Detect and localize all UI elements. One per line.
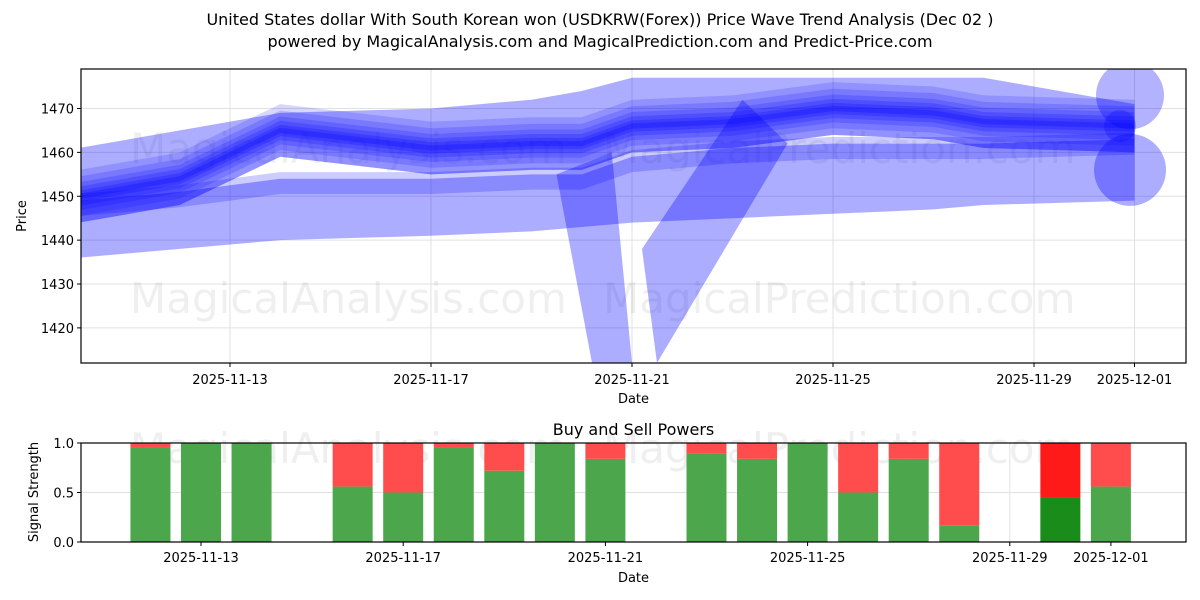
signal-bar-2025-11-17 [383,443,424,542]
signal-bar-2025-12-01 [1090,443,1131,542]
x-tick-label: 2025-11-29 [972,551,1048,566]
signal-bar-2025-11-30 [1040,443,1081,542]
signal-bar-2025-11-26 [838,443,879,542]
x-tick-label: 2025-11-13 [163,551,239,566]
svg-text:MagicalPrediction.com: MagicalPrediction.com [603,274,1076,323]
x-tick-label: 2025-11-13 [192,373,268,388]
buy-bar [737,458,778,542]
x-tick-label: 2025-11-17 [393,373,469,388]
wave-band-mid [81,132,1135,216]
buy-bar [231,443,272,542]
buy-bar [1040,497,1081,542]
wave-band-inner-1 [81,88,1135,216]
chart-subtitle: powered by MagicalAnalysis.com and Magic… [267,32,933,51]
sell-bar [383,443,424,493]
wave-band-inner-0 [81,82,1135,223]
buy-bar [383,492,424,542]
x-tick-label: 2025-11-17 [365,551,441,566]
buy-bar [484,470,525,542]
y-tick-label: 0.0 [53,536,74,551]
signal-bar-2025-11-27 [888,443,929,542]
wave-band-upper [81,77,1135,223]
y-tick-label: 1420 [41,322,74,337]
signal-bar-2025-11-14 [231,443,272,542]
sell-bar [484,443,525,471]
buy-bar [686,453,727,542]
buy-bar [130,447,171,542]
y-tick-label: 1460 [41,146,74,161]
buy-bar [888,458,929,542]
x-tick-label: 2025-11-29 [996,373,1072,388]
sell-bar [433,443,474,448]
buy-bar [585,458,626,542]
y-tick-label: 0.5 [53,487,74,502]
signal-bar-2025-11-24 [737,443,778,542]
x-tick-label: 2025-11-21 [594,373,670,388]
x-tick-label: 2025-11-25 [795,373,871,388]
y-tick-label: 1450 [41,190,74,205]
signal-bar-2025-11-21 [585,443,626,542]
y-tick-label: 1440 [41,234,74,249]
wave-drop-spike-right [642,99,788,363]
buy-bar [181,443,221,542]
wave-drop-spike-left [556,152,632,363]
signal-bar-2025-11-20 [534,443,575,542]
wave-bands [81,69,1166,363]
sell-bar [332,443,373,487]
y-axis-label: Signal Strength [27,442,42,542]
sell-bar [838,443,879,493]
svg-text:MagicalPrediction.com: MagicalPrediction.com [603,124,1076,173]
signal-bar-2025-11-28 [939,443,980,542]
signal-bar-2025-11-16 [332,443,373,542]
signal-bar-2025-11-18 [433,443,474,542]
sell-bar [585,443,626,459]
price-axes-frame [80,68,1187,364]
buy-bar [787,443,828,542]
y-tick-label: 1430 [41,278,74,293]
x-tick-label: 2025-11-21 [568,551,644,566]
sell-bar [939,443,980,526]
x-tick-label: 2025-11-25 [770,551,846,566]
sell-bar [130,443,171,448]
signal-bar-2025-11-12 [130,443,171,542]
sell-bar [1040,443,1081,498]
wave-band-inner-2 [81,94,1135,210]
sell-bar [737,443,778,459]
signal-bar-2025-11-25 [787,443,828,542]
price-wave-chart: MagicalAnalysis.com MagicalPrediction.com… [15,68,1187,407]
sell-bar [1090,443,1131,487]
sell-bar [686,443,727,454]
x-axis-label: Date [618,571,649,586]
buy-bar [939,525,980,542]
wave-band-lower [81,139,1135,258]
buy-bar [332,486,373,542]
buy-bar [1090,486,1131,542]
buy-sell-powers-chart: Buy and Sell PowersMagicalAnalysis.comMa… [27,420,1187,586]
svg-text:MagicalAnalysis.com: MagicalAnalysis.com [130,124,567,173]
signal-bar-2025-11-19 [484,443,525,542]
x-axis-label: Date [618,392,649,407]
signal-bar-2025-11-13 [181,443,221,542]
buy-bar [838,492,879,542]
sell-bar [888,443,929,459]
svg-text:MagicalAnalysis.com: MagicalAnalysis.com [130,274,567,323]
chart-title: United States dollar With South Korean w… [206,10,994,29]
buy-bar [433,447,474,542]
signal-bar-2025-11-23 [686,443,727,542]
buy-bar [534,443,575,542]
y-axis-label: Price [15,200,30,232]
x-tick-label: 2025-12-01 [1073,551,1149,566]
y-tick-label: 1.0 [53,437,74,452]
x-tick-label: 2025-12-01 [1097,373,1173,388]
signal-chart-title: Buy and Sell Powers [553,420,715,439]
y-tick-label: 1470 [41,102,74,117]
